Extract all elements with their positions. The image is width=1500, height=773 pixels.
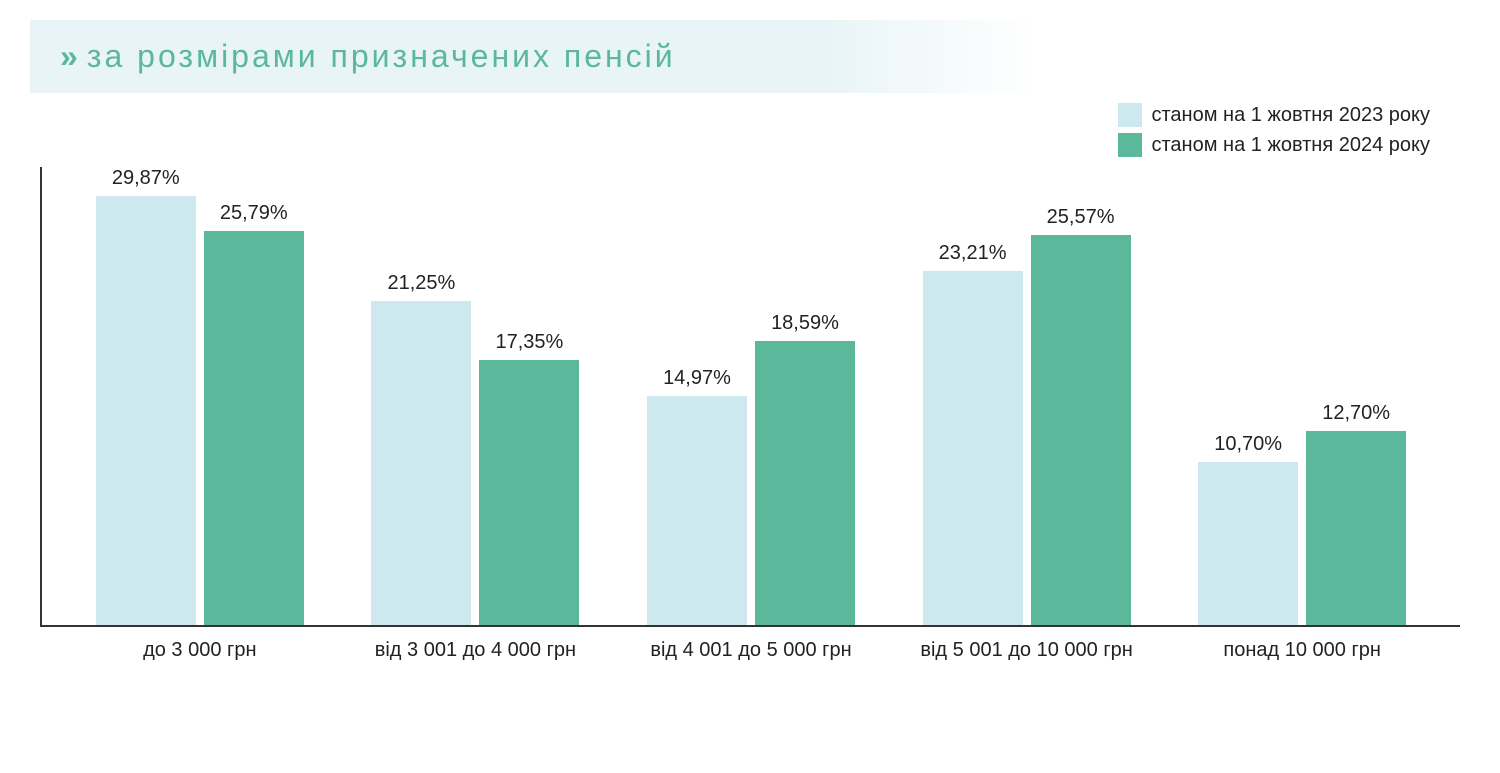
bar [1198, 462, 1298, 625]
bar-column: 17,35% [479, 167, 579, 625]
bar-value-label: 17,35% [495, 331, 563, 354]
chart: 29,87% 25,79% 21,25% 17,35% 14,97% 18,59% 23,2… [30, 167, 1470, 687]
bar-value-label: 21,25% [387, 272, 455, 295]
bar [923, 271, 1023, 625]
bar-value-label: 29,87% [112, 167, 180, 190]
bar-value-label: 10,70% [1214, 433, 1282, 456]
bar [204, 231, 304, 625]
title-bar: » за розмірами призначених пенсій [30, 20, 1470, 93]
bar [1031, 235, 1131, 625]
legend-item-2023: станом на 1 жовтня 2023 року [1118, 103, 1431, 127]
bar-column: 25,79% [204, 167, 304, 625]
x-axis-labels: до 3 000 грнвід 3 001 до 4 000 грнвід 4 … [40, 627, 1460, 662]
bar-group: 14,97% 18,59% [613, 167, 889, 625]
legend-label-2023: станом на 1 жовтня 2023 року [1152, 104, 1431, 127]
bar-column: 12,70% [1306, 167, 1406, 625]
bar-column: 14,97% [647, 167, 747, 625]
bar-value-label: 25,79% [220, 202, 288, 225]
bar-column: 21,25% [371, 167, 471, 625]
bar-group: 23,21% 25,57% [889, 167, 1165, 625]
chevron-right-icon: » [60, 38, 72, 75]
legend-label-2024: станом на 1 жовтня 2024 року [1152, 134, 1431, 157]
bar-value-label: 14,97% [663, 367, 731, 390]
bar [371, 301, 471, 625]
bar-value-label: 18,59% [771, 312, 839, 335]
legend-item-2024: станом на 1 жовтня 2024 року [1118, 133, 1431, 157]
bar [755, 341, 855, 625]
legend-swatch-2023 [1118, 103, 1142, 127]
bar-column: 18,59% [755, 167, 855, 625]
x-axis-label: до 3 000 грн [62, 639, 338, 662]
bar-value-label: 25,57% [1047, 206, 1115, 229]
bar [1306, 431, 1406, 625]
bar [647, 396, 747, 625]
bar-column: 29,87% [96, 167, 196, 625]
chart-area: 29,87% 25,79% 21,25% 17,35% 14,97% 18,59% 23,2… [40, 167, 1460, 627]
bar-group: 10,70% 12,70% [1164, 167, 1440, 625]
bar-value-label: 23,21% [939, 242, 1007, 265]
bar-column: 10,70% [1198, 167, 1298, 625]
bar [96, 196, 196, 625]
x-axis-label: понад 10 000 грн [1164, 639, 1440, 662]
bar-value-label: 12,70% [1322, 402, 1390, 425]
chart-title: за розмірами призначених пенсій [87, 38, 676, 75]
bar-column: 25,57% [1031, 167, 1131, 625]
x-axis-label: від 4 001 до 5 000 грн [613, 639, 889, 662]
bar [479, 360, 579, 625]
x-axis-label: від 3 001 до 4 000 грн [338, 639, 614, 662]
bar-group: 21,25% 17,35% [338, 167, 614, 625]
legend-swatch-2024 [1118, 133, 1142, 157]
legend: станом на 1 жовтня 2023 року станом на 1… [30, 103, 1470, 157]
bar-column: 23,21% [923, 167, 1023, 625]
bar-group: 29,87% 25,79% [62, 167, 338, 625]
x-axis-label: від 5 001 до 10 000 грн [889, 639, 1165, 662]
